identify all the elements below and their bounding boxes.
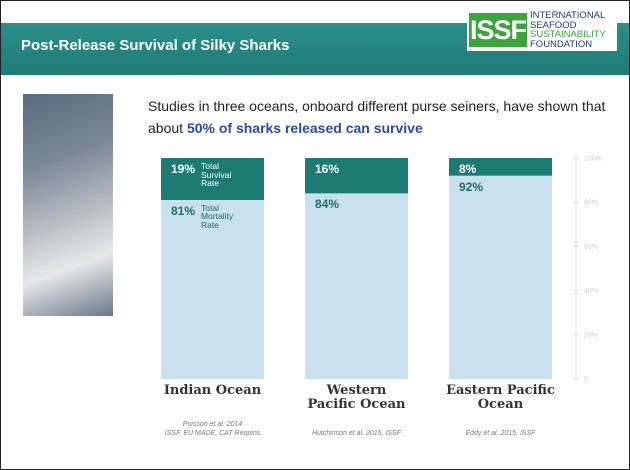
bar-segment [305,158,408,194]
logo-line: FOUNDATION [530,38,593,50]
y-tick-label: 60% [584,244,598,251]
intro-plain: Studies in three oceans, onboard differe… [148,98,606,136]
x-tick-label: Indian Ocean [163,383,262,398]
value-label: 19% [171,162,196,176]
intro-text: Studies in three oceans, onboard differe… [148,95,608,139]
slide-title: Post-Release Survival of Silky Sharks [21,37,290,54]
bar-segment [449,175,552,379]
value-label: 92% [459,179,484,194]
value-label: 84% [315,197,340,212]
y-tick-label: 40% [584,288,598,295]
series-label: Total Mortality Rate [201,202,234,230]
intro-highlight: 50% of sharks released can survive [186,120,423,136]
bar-segment [161,158,264,200]
value-label: 16% [315,162,340,176]
y-tick-label: 80% [584,200,598,207]
source-line: Poisson et al. 2014 [182,421,243,428]
source: Hutchinson et al. 2015, ISSF [282,429,432,438]
value-label: 81% [171,203,196,218]
bar-segment [449,158,552,176]
source: Eddy et al. 2015, ISSF [426,429,576,438]
logo-text: INTERNATIONAL SEAFOOD SUSTAINABILITY FOU… [530,11,606,49]
source-line: Eddy et al. 2015, ISSF [465,430,536,437]
x-tick-label: Western Pacific Ocean [307,383,406,412]
y-tick-label: 20% [584,332,598,339]
x-tick-label: Eastern Pacific Ocean [446,383,555,412]
logo-line: INTERNATIONAL [530,10,606,21]
logo: ISSF INTERNATIONAL SEAFOOD SUSTAINABILIT… [467,9,617,51]
source-line: ISSF, EU MADE, CAT Requins [164,430,261,437]
source-line: Hutchinson et al. 2015, ISSF [311,430,402,437]
photo [23,94,113,316]
series-label: Total Survival Rate [201,161,232,188]
y-tick-label: 100% [584,156,602,163]
y-tick-label: 0 [584,377,588,384]
logo-mark: ISSF [469,13,527,47]
source: Poisson et al. 2014 ISSF, EU MADE, CAT Re… [138,420,288,438]
bar-segment [305,193,408,379]
logo-line: SEAFOOD [530,19,577,31]
value-label: 8% [459,162,477,176]
bar-segment [161,199,264,379]
logo-line: SUSTAINABILITY [530,29,606,40]
